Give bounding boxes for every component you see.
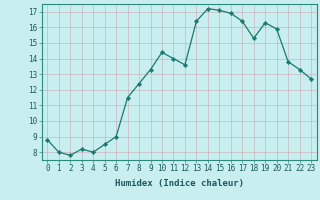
X-axis label: Humidex (Indice chaleur): Humidex (Indice chaleur) [115,179,244,188]
